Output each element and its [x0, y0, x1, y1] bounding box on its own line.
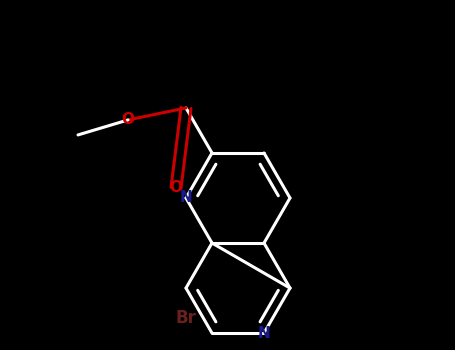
- Text: N: N: [258, 326, 270, 341]
- Text: Br: Br: [176, 309, 197, 327]
- Text: O: O: [170, 181, 182, 195]
- Text: O: O: [121, 112, 135, 127]
- Text: N: N: [180, 190, 192, 205]
